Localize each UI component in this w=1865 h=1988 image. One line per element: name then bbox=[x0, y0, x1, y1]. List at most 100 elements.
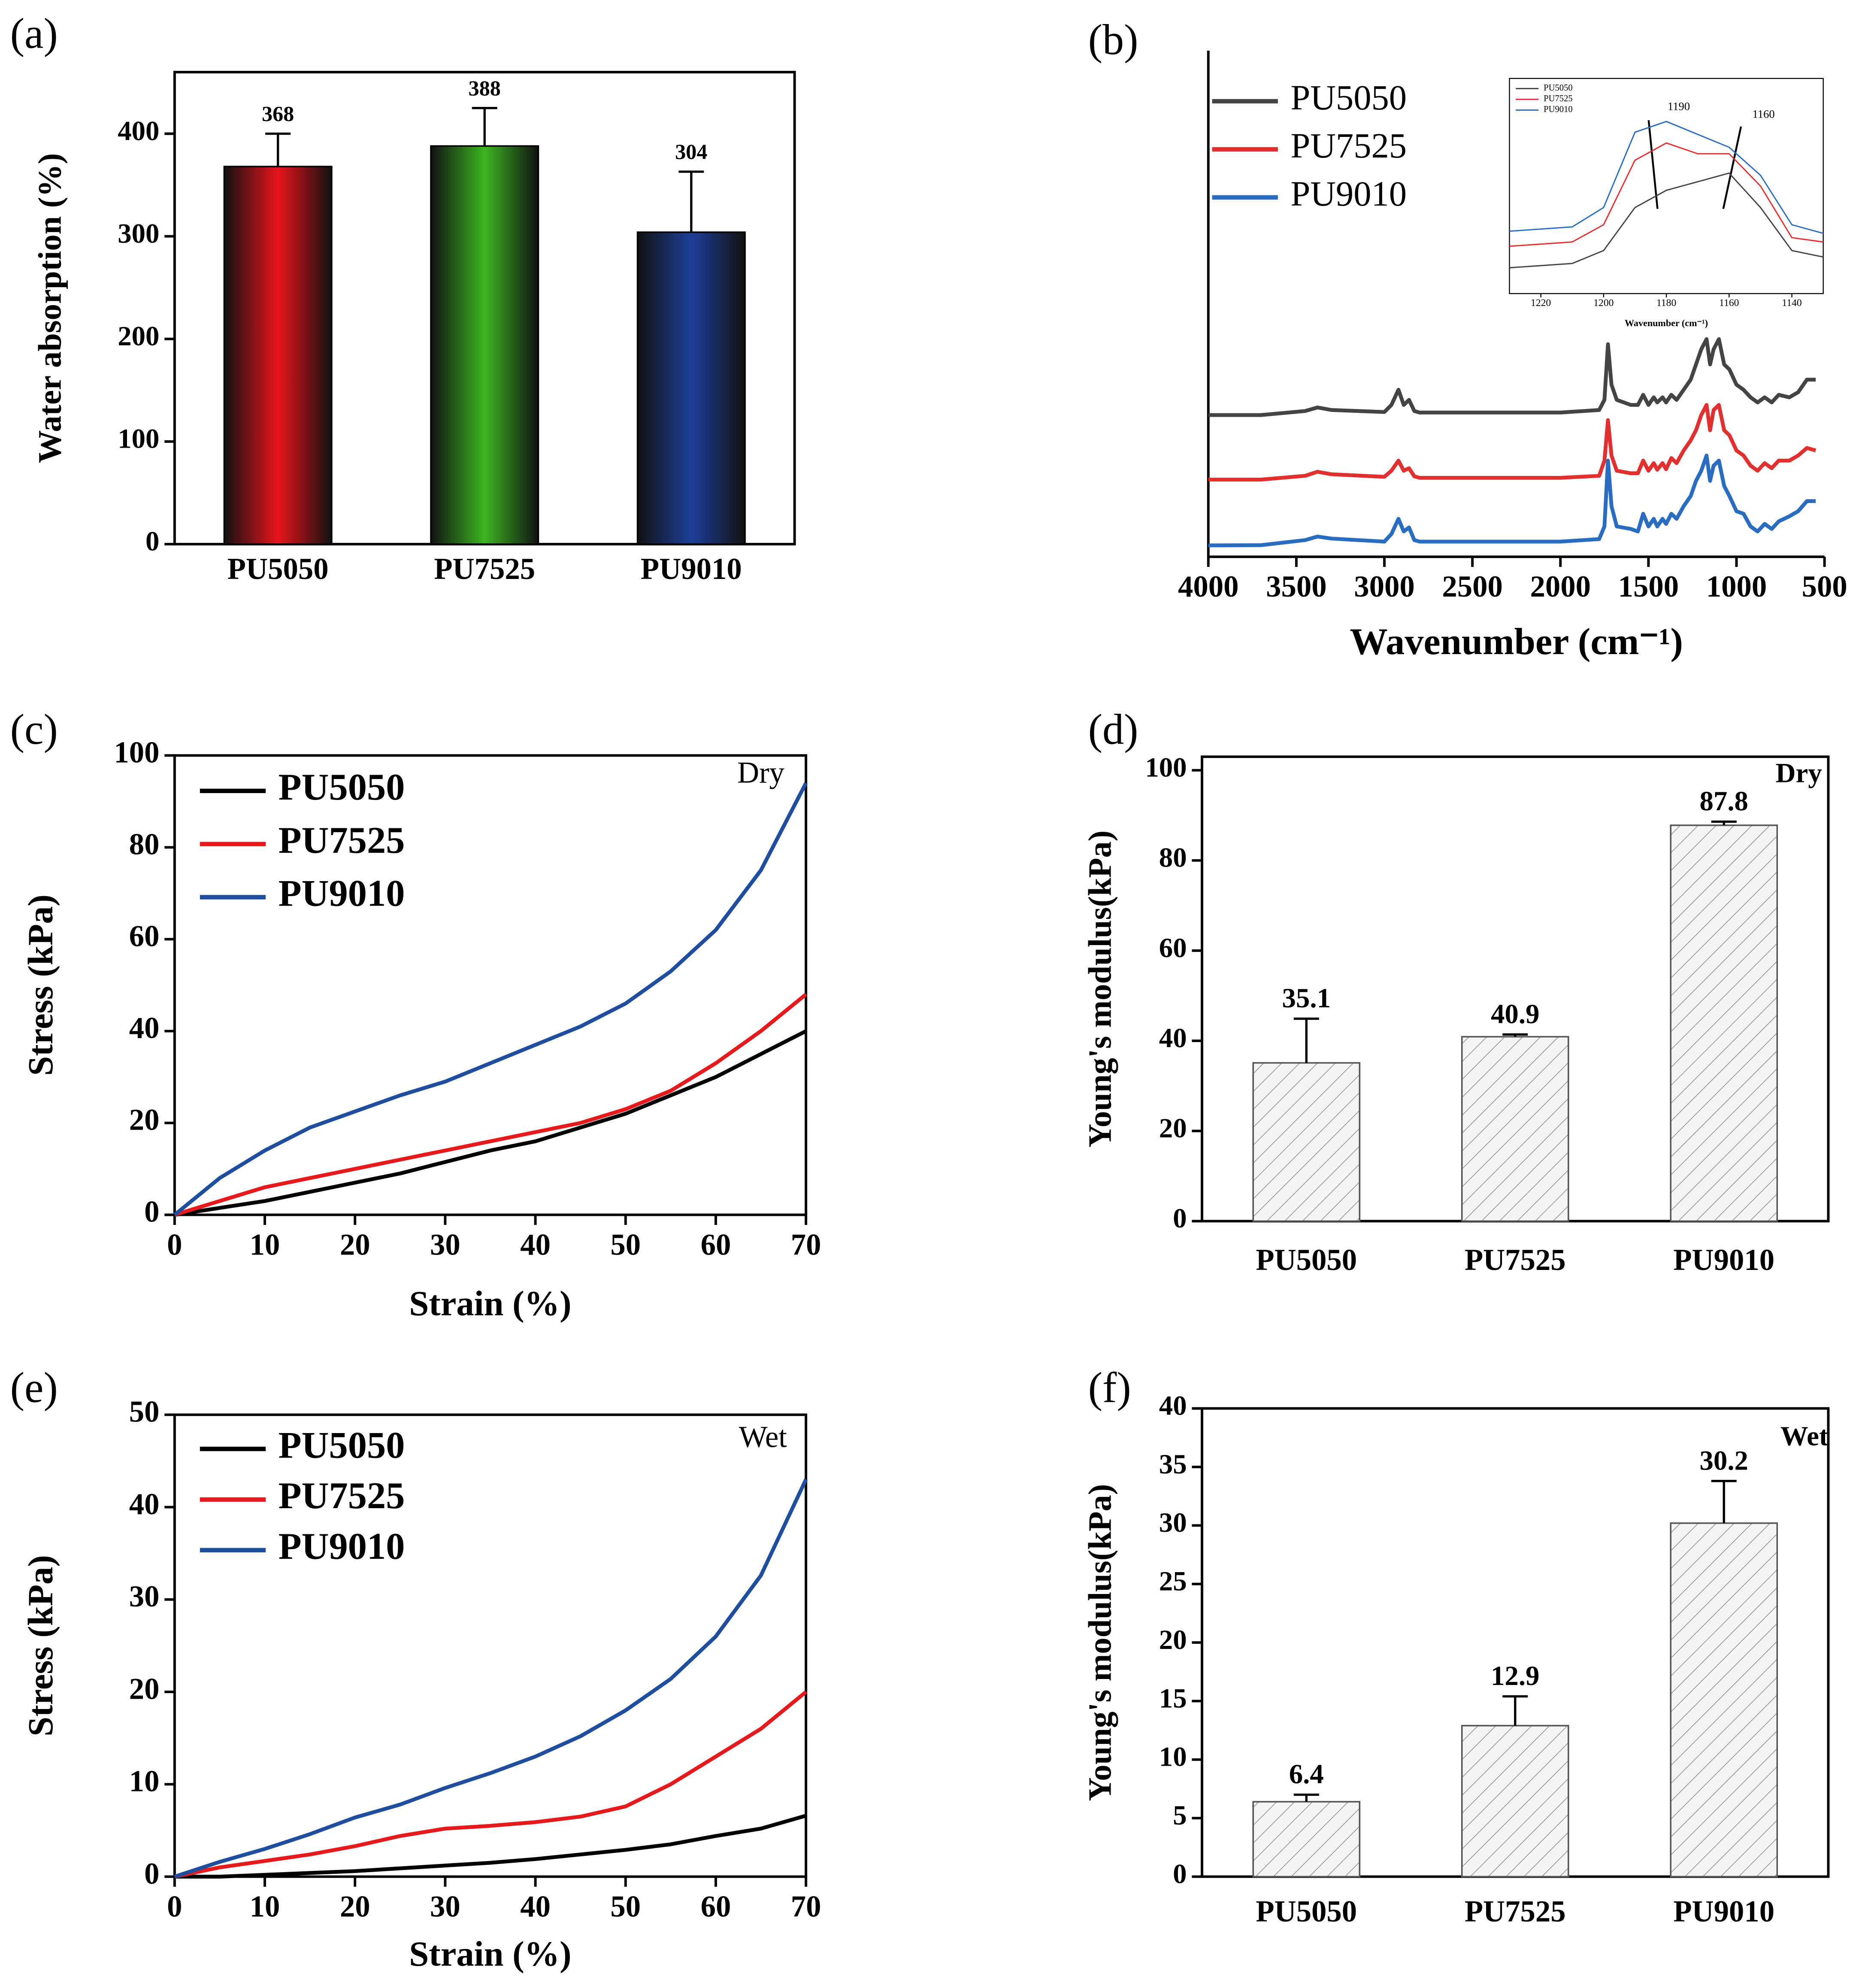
value-label: 6.4 bbox=[1289, 1759, 1324, 1790]
y-tick-label: 20 bbox=[129, 1103, 160, 1137]
value-label: 30.2 bbox=[1699, 1445, 1748, 1476]
plot-frame bbox=[173, 754, 808, 1216]
y-tick-label: 100 bbox=[118, 424, 159, 455]
x-tick-label: PU7525 bbox=[434, 552, 535, 586]
y-tick-label: 0 bbox=[145, 526, 159, 557]
x-axis-label: Wavenumber (cm⁻¹) bbox=[1625, 318, 1708, 328]
x-tick-label: 70 bbox=[791, 1890, 821, 1923]
y-tick-label: 100 bbox=[114, 736, 159, 769]
x-tick-label: 1180 bbox=[1656, 297, 1676, 309]
series-line bbox=[174, 1814, 807, 1879]
x-tick-label: 1000 bbox=[1706, 570, 1767, 603]
panel-label: (d) bbox=[1088, 706, 1138, 753]
bar bbox=[1252, 1062, 1361, 1222]
value-label: 12.9 bbox=[1491, 1661, 1540, 1691]
y-tick-label: 20 bbox=[1159, 1113, 1187, 1144]
y-tick-label: 25 bbox=[1159, 1566, 1187, 1597]
legend-label: PU9010 bbox=[279, 1525, 405, 1567]
y-tick-label: 20 bbox=[129, 1672, 160, 1706]
value-label: 388 bbox=[469, 76, 501, 100]
value-label: 304 bbox=[675, 139, 707, 164]
x-tick-label: 50 bbox=[610, 1228, 641, 1261]
bar bbox=[430, 145, 539, 545]
annotation: Dry bbox=[1776, 758, 1822, 788]
x-tick-label: PU9010 bbox=[641, 552, 742, 586]
x-tick-label: 10 bbox=[250, 1890, 280, 1923]
legend-label: PU5050 bbox=[1290, 78, 1407, 117]
x-tick-label: 2000 bbox=[1530, 570, 1591, 603]
x-tick-label: 1160 bbox=[1719, 297, 1739, 309]
series-line bbox=[1509, 121, 1824, 234]
x-tick-label: 20 bbox=[340, 1228, 370, 1261]
x-tick-label: 3000 bbox=[1354, 570, 1415, 603]
x-axis-label: Wavenumber (cm⁻¹) bbox=[1350, 621, 1683, 663]
series-line bbox=[1208, 403, 1817, 482]
legend-label: PU7525 bbox=[1544, 94, 1573, 103]
value-label: 368 bbox=[262, 102, 294, 126]
annotation: 1190 bbox=[1668, 100, 1690, 113]
x-tick-label: 20 bbox=[340, 1890, 370, 1923]
x-tick-label: 1200 bbox=[1593, 297, 1614, 309]
x-tick-label: 60 bbox=[701, 1228, 731, 1261]
series-line bbox=[174, 1479, 808, 1879]
plot-frame bbox=[173, 1413, 808, 1878]
x-tick-label: PU5050 bbox=[1256, 1895, 1357, 1928]
x-tick-label: 70 bbox=[791, 1228, 821, 1261]
series-line bbox=[1509, 142, 1823, 247]
y-tick-label: 0 bbox=[144, 1195, 159, 1229]
panel-label: (e) bbox=[10, 1364, 58, 1411]
x-tick-label: 10 bbox=[250, 1228, 280, 1261]
y-axis-label: Stress (kPa) bbox=[21, 894, 60, 1076]
y-tick-label: 40 bbox=[129, 1012, 160, 1045]
legend-label: PU9010 bbox=[279, 873, 405, 915]
bar bbox=[223, 166, 333, 545]
y-tick-label: 10 bbox=[129, 1765, 160, 1798]
y-axis-label: Stress (kPa) bbox=[21, 1555, 60, 1736]
x-tick-label: 40 bbox=[520, 1890, 551, 1923]
bar bbox=[1461, 1036, 1569, 1222]
annotation: Dry bbox=[737, 756, 785, 790]
x-tick-label: 1140 bbox=[1782, 297, 1801, 309]
x-tick-label: 0 bbox=[167, 1890, 182, 1923]
y-tick-label: 5 bbox=[1173, 1800, 1187, 1831]
legend-label: PU7525 bbox=[279, 819, 405, 861]
x-tick-label: 40 bbox=[520, 1228, 551, 1261]
bar bbox=[1670, 824, 1778, 1222]
y-tick-label: 30 bbox=[129, 1580, 160, 1613]
y-tick-label: 0 bbox=[144, 1857, 159, 1891]
y-tick-label: 20 bbox=[1159, 1624, 1187, 1655]
y-tick-label: 80 bbox=[129, 828, 160, 861]
y-axis-label: Young's modulus(kPa) bbox=[1082, 830, 1118, 1148]
y-tick-label: 100 bbox=[1145, 752, 1187, 783]
value-label: 40.9 bbox=[1491, 999, 1540, 1030]
bar bbox=[636, 231, 746, 545]
legend-label: PU7525 bbox=[1290, 126, 1407, 165]
series-line bbox=[174, 1029, 807, 1217]
legend-label: PU7525 bbox=[279, 1475, 405, 1517]
annotation-line bbox=[1722, 126, 1742, 209]
y-tick-label: 300 bbox=[118, 218, 159, 249]
bar bbox=[1252, 1801, 1361, 1878]
x-tick-label: 3500 bbox=[1266, 570, 1327, 603]
y-tick-label: 0 bbox=[1173, 1858, 1187, 1889]
annotation: Wet bbox=[1780, 1421, 1829, 1452]
annotation: 1160 bbox=[1753, 107, 1775, 120]
x-tick-label: 60 bbox=[701, 1890, 731, 1923]
y-tick-label: 40 bbox=[1159, 1023, 1187, 1054]
x-axis-label: Strain (%) bbox=[409, 1934, 571, 1973]
x-axis-label: Strain (%) bbox=[409, 1284, 571, 1323]
series-line bbox=[173, 782, 808, 1216]
x-tick-label: PU9010 bbox=[1673, 1243, 1774, 1277]
legend-label: PU9010 bbox=[1290, 174, 1407, 213]
x-tick-label: 50 bbox=[610, 1890, 641, 1923]
series-line bbox=[1208, 454, 1816, 548]
x-tick-label: 0 bbox=[167, 1228, 182, 1261]
x-tick-label: 2500 bbox=[1442, 570, 1503, 603]
y-tick-label: 40 bbox=[1159, 1391, 1187, 1421]
panel-label: (c) bbox=[10, 706, 58, 753]
value-label: 87.8 bbox=[1699, 786, 1748, 817]
series-line bbox=[174, 1690, 807, 1879]
x-tick-label: 4000 bbox=[1178, 570, 1239, 603]
panel-label: (b) bbox=[1088, 16, 1138, 64]
y-tick-label: 30 bbox=[1159, 1507, 1187, 1538]
